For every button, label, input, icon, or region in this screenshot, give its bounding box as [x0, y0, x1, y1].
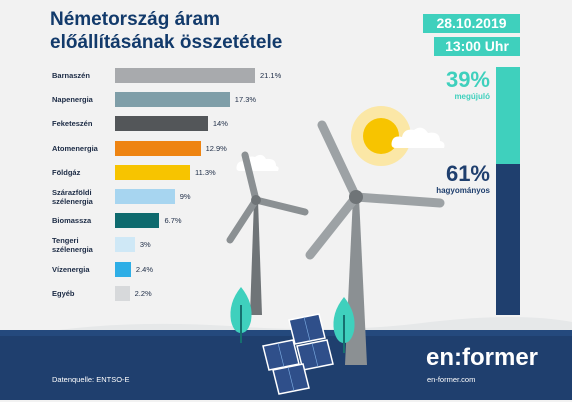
- bar: [115, 164, 190, 180]
- category-label: Földgáz: [52, 167, 81, 177]
- sun-icon: [351, 106, 411, 166]
- value-label: 14%: [212, 119, 228, 129]
- renewable-label: megújuló: [454, 92, 490, 101]
- conventional-percentage: 61%: [445, 161, 490, 186]
- renewable-share-segment: [496, 67, 520, 164]
- tree-icon: [333, 297, 355, 353]
- share-bar: [496, 67, 520, 315]
- tree-icon: [230, 287, 252, 343]
- brand-logo: en:former: [426, 344, 539, 371]
- value-label: 2.2%: [134, 288, 152, 298]
- value-label: 21.1%: [260, 71, 282, 80]
- time-badge: 13:00 Uhr: [434, 37, 520, 56]
- wind-turbine-icon: [226, 151, 309, 315]
- value-label: 3%: [139, 240, 151, 250]
- category-label: Vízenergia: [52, 264, 90, 274]
- category-label: Szárazföldi szélenergia: [52, 187, 93, 206]
- cloud-icon: [391, 127, 445, 148]
- value-label: 17.3%: [234, 95, 257, 105]
- solar-panel-icon: [262, 313, 334, 395]
- data-source: Datenquelle: ENTSO-E: [52, 375, 130, 384]
- category-label: Biomassza: [52, 216, 92, 226]
- title-line-1: Németország áram: [50, 9, 221, 30]
- bar: [115, 261, 131, 277]
- category-label: Barnaszén: [52, 71, 90, 80]
- category-label: Atomenergia: [52, 143, 98, 153]
- brand-url: en-former.com: [427, 375, 476, 384]
- category-label: Egyéb: [52, 288, 75, 298]
- value-label: 11.3%: [194, 167, 216, 177]
- date-badge: 28.10.2019: [423, 14, 520, 33]
- bar: [115, 140, 201, 156]
- bar: [115, 116, 208, 132]
- bar: [115, 285, 130, 301]
- wind-turbine-icon: [305, 120, 445, 365]
- bar: [115, 213, 160, 229]
- renewable-summary: 39% megújuló: [446, 68, 490, 102]
- category-label: Napenergia: [52, 95, 93, 105]
- bar: [115, 237, 135, 253]
- bar: [115, 68, 255, 83]
- category-label: Tengeri szélenergia: [52, 235, 93, 254]
- category-label: Feketeszén: [52, 119, 93, 129]
- value-label: 12.9%: [205, 143, 227, 153]
- conventional-summary: 61% hagyományos: [436, 162, 490, 196]
- chart-title: Németország áram előállításának összetét…: [50, 8, 282, 54]
- value-label: 9%: [179, 192, 191, 201]
- renewable-percentage: 39%: [445, 67, 490, 92]
- value-label: 6.7%: [164, 216, 182, 226]
- bar: [115, 189, 175, 204]
- conventional-label: hagyományos: [436, 186, 490, 195]
- value-label: 2.4%: [135, 264, 154, 274]
- conventional-share-segment: [496, 164, 520, 315]
- title-line-2: előállításának összetétele: [50, 32, 283, 53]
- bar: [115, 92, 230, 108]
